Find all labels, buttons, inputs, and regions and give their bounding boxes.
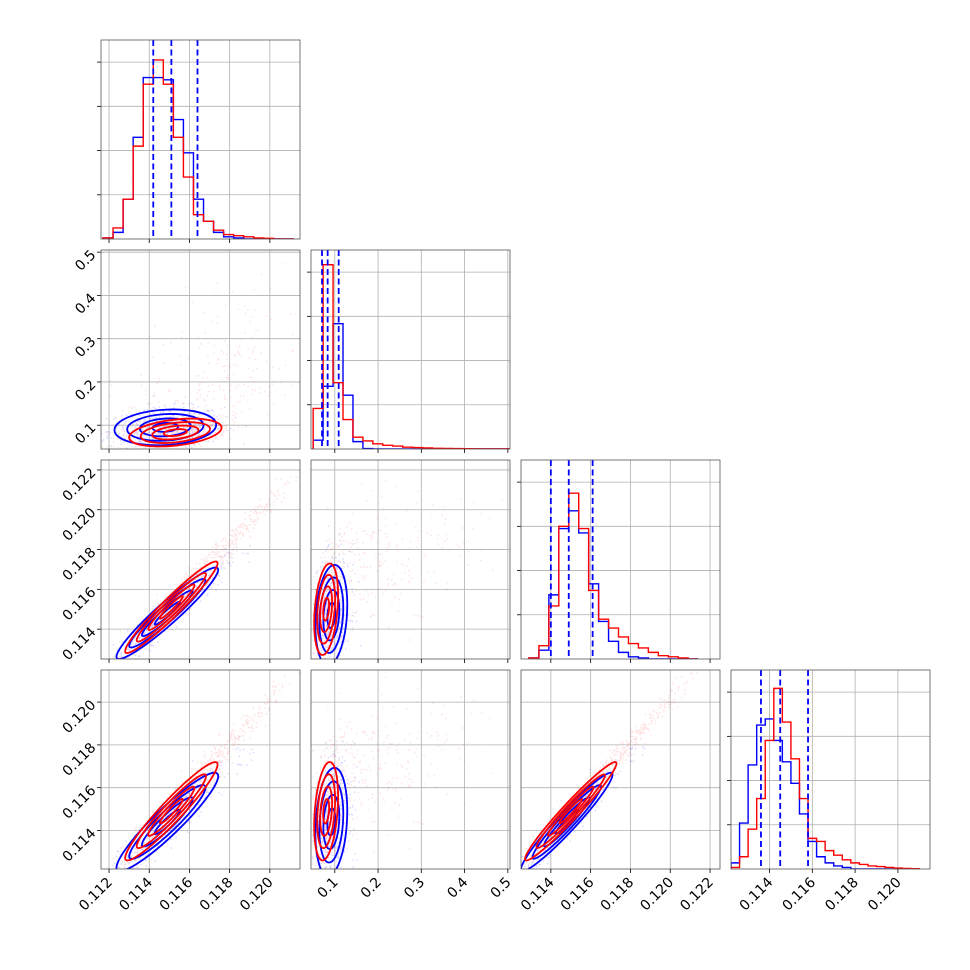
contour-red <box>151 424 200 441</box>
contour-red <box>162 428 188 437</box>
panel-content <box>521 670 720 869</box>
contour-red <box>313 562 339 656</box>
panel-frame <box>100 249 301 450</box>
contour-blue <box>113 408 218 447</box>
histogram-blue <box>528 510 699 659</box>
panel-frame <box>100 39 301 240</box>
contour-red <box>535 773 606 850</box>
contour-red <box>158 594 184 620</box>
panel-frame <box>310 459 511 660</box>
contour-red <box>316 574 336 645</box>
panel-frame <box>100 459 301 660</box>
contour-red <box>135 773 207 850</box>
histogram-red <box>102 59 294 239</box>
contour-red <box>139 421 211 444</box>
panel-frame <box>520 669 721 870</box>
panel-content <box>311 460 510 659</box>
contour-blue <box>314 563 349 659</box>
contour-red <box>128 417 223 448</box>
panel-1-1 <box>307 249 511 453</box>
contour-red <box>524 761 618 862</box>
panel-2-1 <box>310 459 511 663</box>
contour-red <box>322 798 331 825</box>
panel-frame <box>310 249 511 450</box>
contour-red <box>313 761 339 862</box>
contour-red <box>319 785 334 837</box>
contour-red <box>546 785 595 837</box>
panel-frame <box>730 669 931 870</box>
panel-content <box>101 670 300 869</box>
panel-content <box>521 460 720 659</box>
panel-content <box>101 40 300 239</box>
panel-content <box>101 460 300 659</box>
panel-content <box>311 670 510 869</box>
contour-blue <box>542 796 591 848</box>
panel-0-0 <box>97 39 301 243</box>
contour-red <box>558 798 584 825</box>
panel-frame <box>310 669 511 870</box>
contour-red <box>322 596 331 622</box>
contour-red <box>316 773 336 850</box>
panel-content <box>731 670 930 869</box>
histogram-red <box>528 492 699 659</box>
contour-blue <box>126 413 205 442</box>
contour-blue <box>115 771 220 869</box>
panel-2-2 <box>517 459 721 663</box>
contour-red <box>319 585 334 634</box>
contour-red <box>124 560 219 654</box>
panel-frame <box>100 669 301 870</box>
contour-red <box>124 761 219 862</box>
contour-red <box>135 572 207 643</box>
contour-red <box>158 798 184 825</box>
panel-content <box>101 250 300 449</box>
scatter-blue <box>101 395 247 449</box>
panel-frame <box>520 459 721 660</box>
contour-red <box>147 583 196 632</box>
contour-red <box>147 785 196 837</box>
